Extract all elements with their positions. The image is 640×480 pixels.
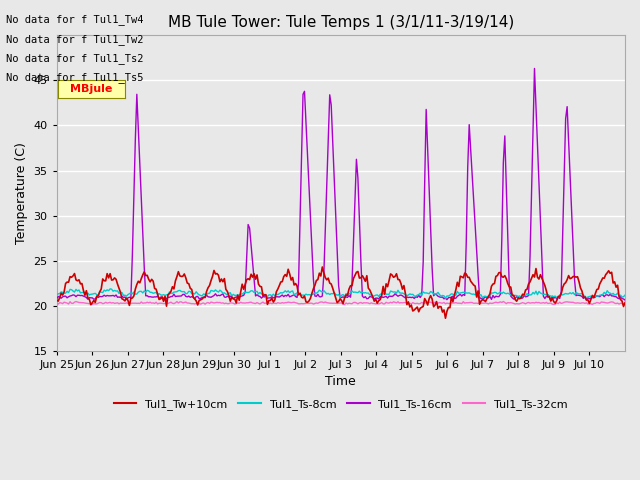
Text: No data for f Tul1_Tw4: No data for f Tul1_Tw4 [6, 14, 144, 25]
Y-axis label: Temperature (C): Temperature (C) [15, 142, 28, 244]
Text: No data for f Tul1_Tw2: No data for f Tul1_Tw2 [6, 34, 144, 45]
Text: No data for f Tul1_Ts5: No data for f Tul1_Ts5 [6, 72, 144, 83]
Text: MBjule: MBjule [70, 84, 113, 94]
X-axis label: Time: Time [326, 375, 356, 388]
Title: MB Tule Tower: Tule Temps 1 (3/1/11-3/19/14): MB Tule Tower: Tule Temps 1 (3/1/11-3/19… [168, 15, 514, 30]
Text: No data for f Tul1_Ts2: No data for f Tul1_Ts2 [6, 53, 144, 64]
Legend: Tul1_Tw+10cm, Tul1_Ts-8cm, Tul1_Ts-16cm, Tul1_Ts-32cm: Tul1_Tw+10cm, Tul1_Ts-8cm, Tul1_Ts-16cm,… [109, 395, 572, 415]
